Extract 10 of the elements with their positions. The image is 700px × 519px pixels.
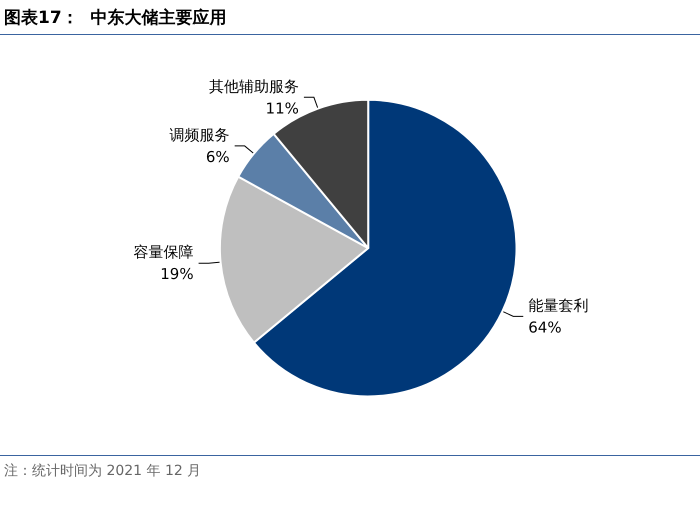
- data-label: 64%: [528, 318, 562, 336]
- data-label: 6%: [206, 148, 230, 166]
- slice-label: 能量套利: [528, 296, 588, 314]
- slice-label: 调频服务: [170, 126, 230, 144]
- slice-label: 其他辅助服务: [208, 77, 299, 96]
- data-label: 11%: [266, 99, 299, 118]
- chart-title: 图表17： 中东大储主要应用: [4, 7, 226, 29]
- slice-label: 容量保障: [134, 243, 194, 262]
- data-label: 19%: [160, 265, 194, 284]
- text: 注：统计时间为 2021 年 12 月: [4, 462, 202, 480]
